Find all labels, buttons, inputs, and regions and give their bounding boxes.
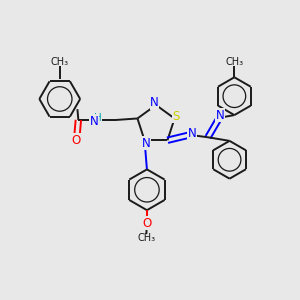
Text: O: O bbox=[72, 134, 81, 147]
Text: N: N bbox=[90, 115, 99, 128]
Text: O: O bbox=[142, 217, 152, 230]
Text: H: H bbox=[94, 113, 102, 123]
Text: N: N bbox=[188, 127, 197, 140]
Text: CH₃: CH₃ bbox=[51, 57, 69, 67]
Text: S: S bbox=[173, 110, 180, 123]
Text: N: N bbox=[150, 96, 159, 109]
Text: CH₃: CH₃ bbox=[137, 233, 155, 243]
Text: N: N bbox=[142, 137, 150, 150]
Text: N: N bbox=[216, 109, 224, 122]
Text: CH₃: CH₃ bbox=[225, 57, 243, 67]
